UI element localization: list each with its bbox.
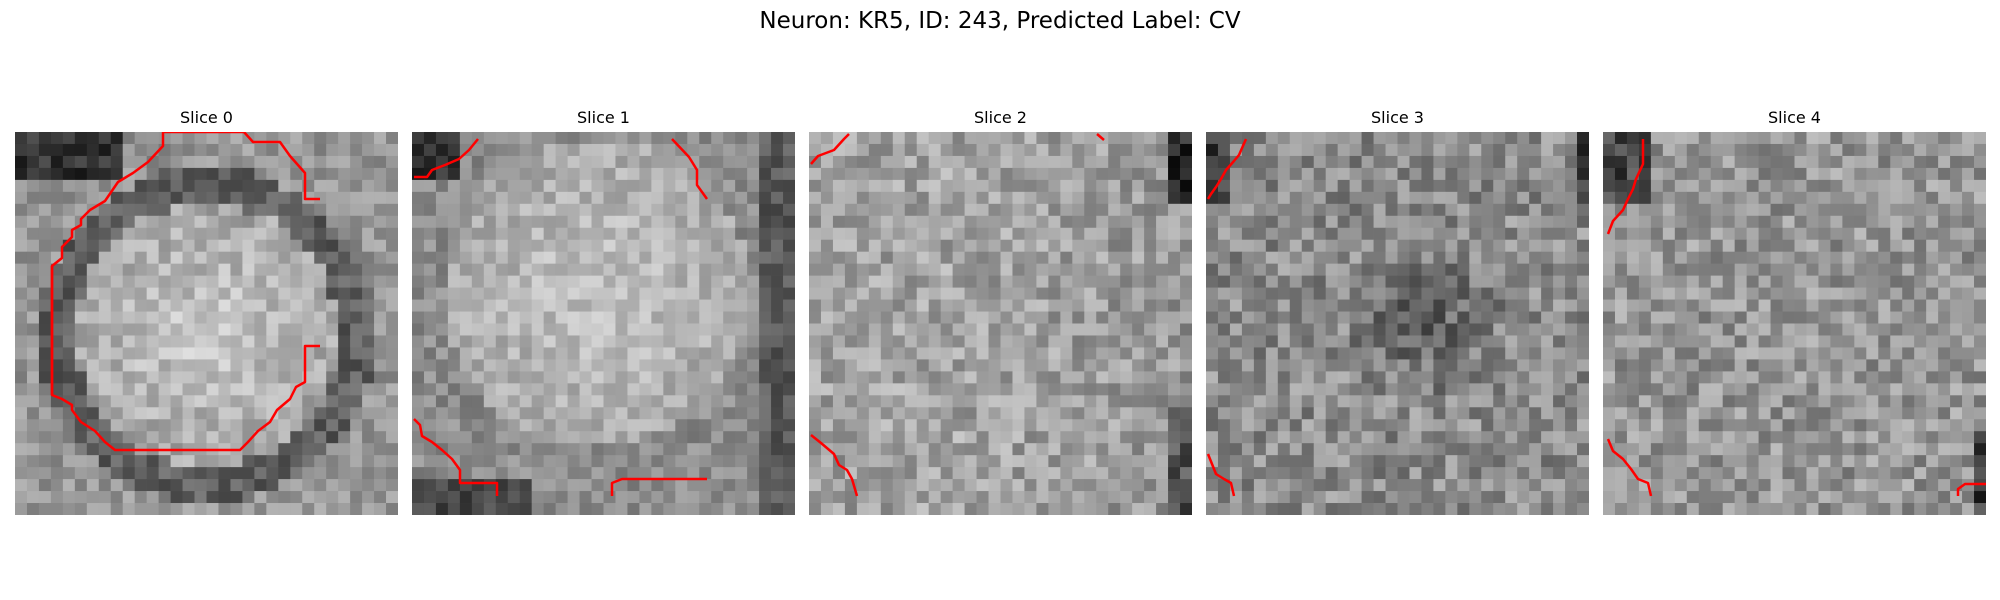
slice-panel-2: Slice 2 [809,108,1192,515]
contour-trace [1096,133,1105,141]
contour-trace [1606,438,1653,497]
slice-image-4 [1603,132,1986,515]
slice-title-4: Slice 4 [1768,108,1821,127]
contour-trace [671,138,709,200]
contour-trace [810,434,859,497]
contour-trace [1606,139,1645,235]
slice-image-2 [809,132,1192,515]
slice-image-0 [15,132,398,515]
slice-panel-1: Slice 1 [412,108,795,515]
contour-trace [810,133,850,165]
slice-image-1 [412,132,795,515]
slice-title-1: Slice 1 [577,108,630,127]
contour-trace [50,266,320,452]
slice-panel-3: Slice 3 [1206,108,1589,515]
contour-trace [413,418,499,496]
contour-trace [414,138,479,179]
contour-trace [610,477,707,496]
slice-title-3: Slice 3 [1371,108,1424,127]
contour-trace [1206,453,1236,497]
contour-trace [1206,138,1248,200]
figure-title: Neuron: KR5, ID: 243, Predicted Label: C… [759,8,1241,34]
slice-title-2: Slice 2 [974,108,1027,127]
slice-panel-0: Slice 0 [15,108,398,515]
slice-panel-4: Slice 4 [1603,108,1986,515]
slice-image-3 [1206,132,1589,515]
contour-trace [50,132,320,395]
slice-title-0: Slice 0 [180,108,233,127]
contour-trace [1956,482,1986,496]
